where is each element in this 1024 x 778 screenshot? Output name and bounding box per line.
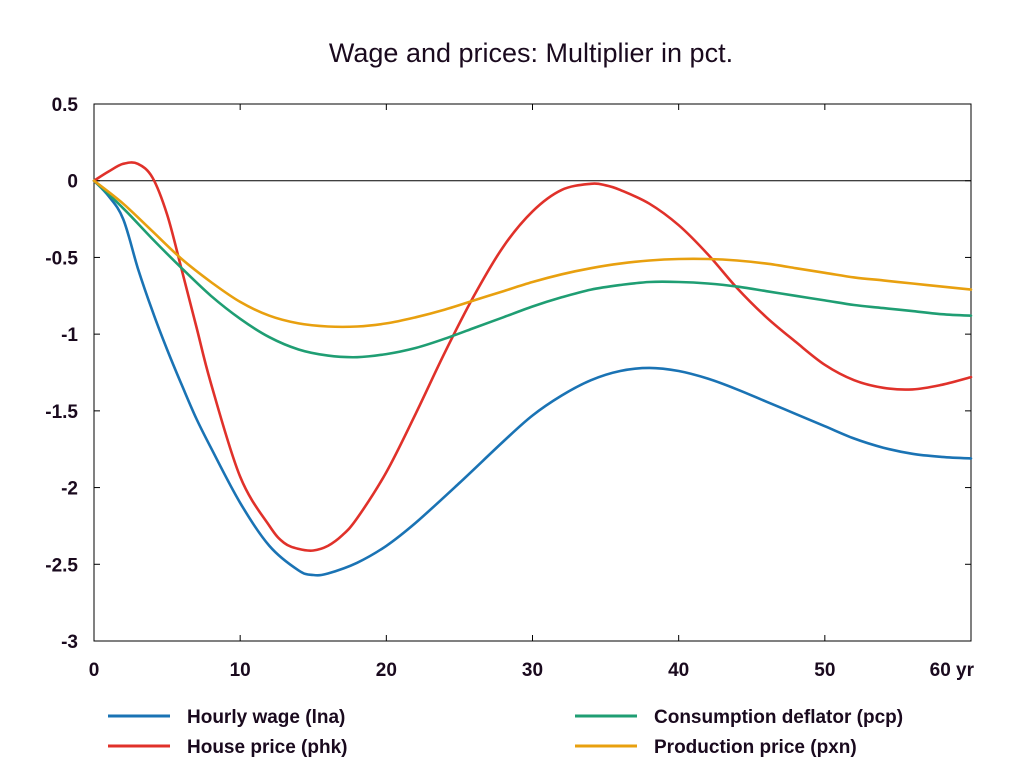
- series-line-house-price-phk: [92, 161, 973, 552]
- x-axis: 0 10 20 30 40 50 60 yr: [89, 104, 975, 681]
- y-tick-label: 0.5: [52, 95, 79, 116]
- x-tick-label: 20: [376, 660, 397, 681]
- y-tick-label: -2.5: [45, 555, 78, 576]
- y-tick-label: -1.5: [45, 402, 78, 423]
- x-tick-label: 0: [89, 660, 100, 681]
- legend-label: House price (phk): [187, 737, 347, 758]
- y-axis: 0.5 0 -0.5 -1 -1.5 -2 -2.5 -3: [45, 95, 971, 653]
- series-line-hourly-wage-lna: [92, 179, 973, 577]
- y-tick-label: -1: [61, 325, 78, 346]
- y-tick-label: 0: [67, 172, 78, 193]
- series-layer: [92, 161, 973, 577]
- x-tick-label: 60 yr: [930, 660, 975, 681]
- x-tick-label: 40: [668, 660, 689, 681]
- legend: Hourly wage (lna) House price (phk) Consum…: [108, 707, 903, 758]
- y-tick-label: -3: [61, 632, 78, 653]
- legend-label: Consumption deflator (pcp): [654, 707, 903, 728]
- series-line-production-price-pxn: [92, 179, 973, 329]
- x-tick-label: 50: [814, 660, 835, 681]
- series-line-consumption-deflator-pcp: [92, 179, 973, 359]
- y-tick-label: -2: [61, 479, 78, 500]
- y-tick-label: -0.5: [45, 248, 78, 269]
- chart-title: Wage and prices: Multiplier in pct.: [329, 38, 733, 68]
- legend-label: Hourly wage (lna): [187, 707, 345, 728]
- x-tick-label: 10: [230, 660, 251, 681]
- x-tick-label: 30: [522, 660, 543, 681]
- legend-label: Production price (pxn): [654, 737, 857, 758]
